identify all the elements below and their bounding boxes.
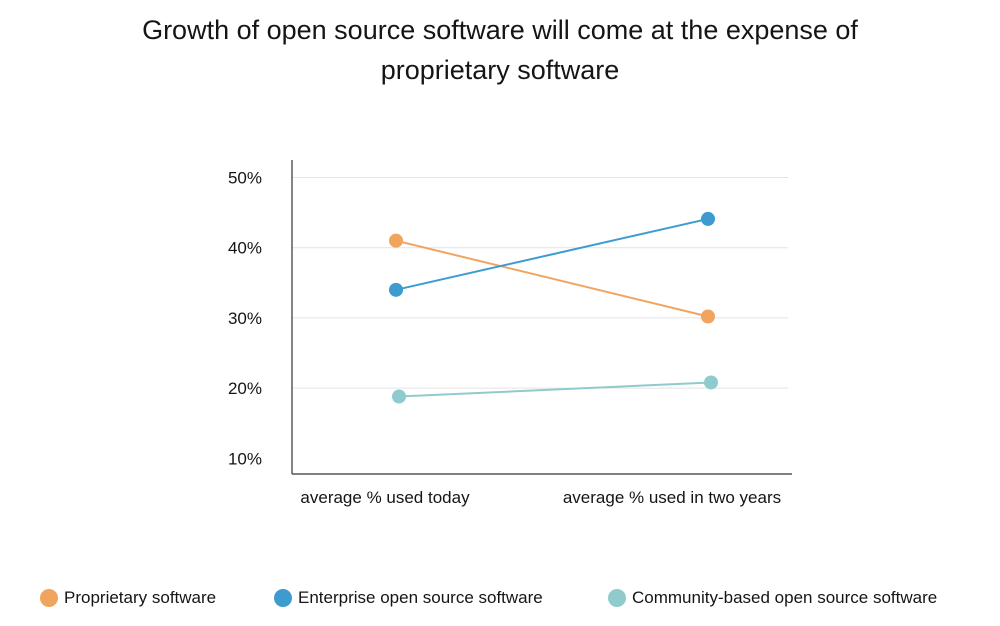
data-point-community bbox=[392, 389, 406, 404]
series-community bbox=[392, 375, 718, 404]
data-point-proprietary bbox=[389, 233, 403, 248]
series-lines bbox=[389, 211, 718, 404]
data-point-enterprise bbox=[389, 282, 403, 297]
x-category-labels: average % used today average % used in tw… bbox=[300, 488, 781, 507]
chart-title: Growth of open source software will come… bbox=[0, 10, 1000, 90]
legend-swatch-enterprise bbox=[274, 589, 292, 607]
chart-title-line-1: Growth of open source software will come… bbox=[142, 15, 858, 45]
legend-item-enterprise: Enterprise open source software bbox=[274, 588, 543, 608]
y-tick-label: 50% bbox=[228, 169, 262, 188]
data-point-community bbox=[704, 375, 718, 390]
series-proprietary bbox=[389, 233, 715, 324]
chart-title-line-2: proprietary software bbox=[380, 55, 620, 85]
x-category-label: average % used today bbox=[300, 488, 470, 507]
series-line-proprietary bbox=[395, 239, 709, 318]
legend-swatch-community bbox=[608, 589, 626, 607]
data-point-enterprise bbox=[701, 211, 715, 226]
legend-label-community: Community-based open source software bbox=[632, 588, 938, 607]
gridlines bbox=[292, 177, 788, 389]
y-tick-labels: 50% 40% 30% 20% 10% bbox=[228, 169, 262, 469]
y-tick-label: 10% bbox=[228, 449, 262, 468]
series-line-community bbox=[398, 381, 712, 398]
y-tick-label: 20% bbox=[228, 379, 262, 398]
legend-item-community: Community-based open source software bbox=[608, 588, 937, 608]
chart-legend: Proprietary software Enterprise open sou… bbox=[0, 588, 1000, 616]
legend-label-proprietary: Proprietary software bbox=[64, 588, 217, 607]
x-category-label: average % used in two years bbox=[563, 488, 781, 507]
legend-swatch-proprietary bbox=[40, 589, 58, 607]
legend-label-enterprise: Enterprise open source software bbox=[298, 588, 543, 607]
series-line-enterprise bbox=[395, 217, 709, 291]
y-tick-label: 30% bbox=[228, 309, 262, 328]
data-point-proprietary bbox=[701, 309, 715, 324]
series-enterprise bbox=[389, 211, 715, 297]
y-tick-label: 40% bbox=[228, 239, 262, 258]
legend-item-proprietary: Proprietary software bbox=[40, 588, 216, 608]
